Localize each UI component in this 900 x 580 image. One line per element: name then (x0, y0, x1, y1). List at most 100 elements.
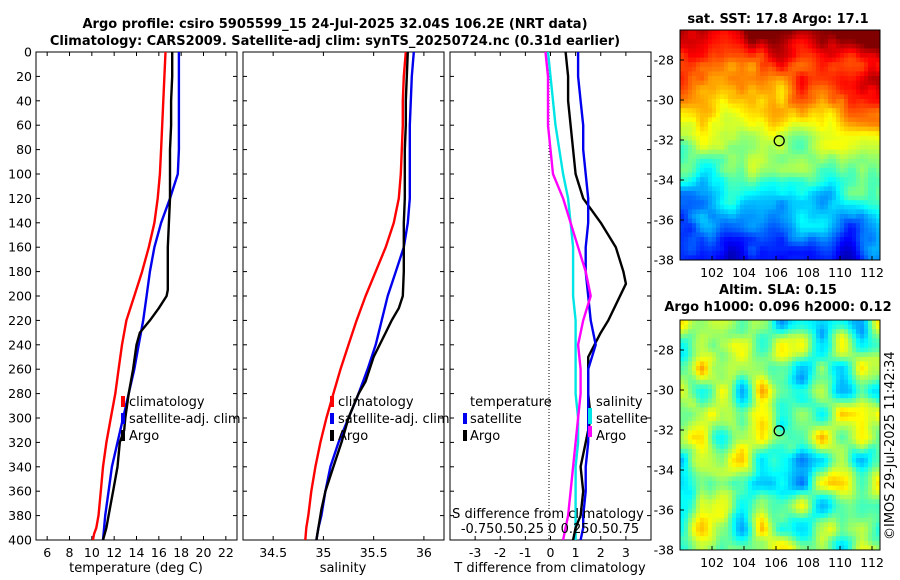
heatmap-cell (816, 94, 821, 100)
heatmap-cell (720, 412, 725, 417)
heatmap-cell (696, 499, 701, 505)
heatmap-cell (700, 103, 705, 109)
heatmap-cell (828, 361, 833, 367)
heatmap-cell (728, 154, 733, 160)
y-tick-label: 400 (8, 533, 32, 548)
sla-map-title-line2: Argo h1000: 0.096 h2000: 0.12 (664, 300, 891, 315)
heatmap-cell (708, 57, 713, 63)
heatmap-cell (704, 343, 709, 348)
heatmap-cell (700, 122, 705, 127)
heatmap-cell (856, 89, 861, 95)
heatmap-cell (728, 117, 733, 123)
heatmap-cell (708, 338, 713, 344)
heatmap-cell (796, 103, 801, 109)
heatmap-cell (716, 338, 721, 344)
heatmap-cell (800, 85, 805, 91)
heatmap-cell (744, 499, 749, 505)
heatmap-cell (768, 485, 773, 491)
heatmap-cell (700, 135, 705, 141)
heatmap-cell (700, 71, 705, 77)
heatmap-cell (732, 421, 737, 427)
heatmap-cell (764, 324, 769, 330)
heatmap-cell (736, 356, 741, 362)
heatmap-cell (812, 361, 817, 367)
heatmap-cell (840, 62, 845, 68)
heatmap-cell (844, 393, 849, 399)
heatmap-cell (716, 430, 721, 436)
heatmap-cell (868, 412, 873, 417)
heatmap-cell (876, 352, 880, 358)
heatmap-cell (836, 352, 841, 358)
heatmap-cell (760, 329, 765, 335)
heatmap-cell (736, 370, 741, 376)
heatmap-cell (684, 458, 689, 463)
heatmap-cell (780, 145, 785, 150)
heatmap-cell (836, 191, 841, 196)
heatmap-cell (688, 53, 693, 58)
heatmap-cell (732, 34, 737, 40)
heatmap-cell (684, 425, 689, 431)
heatmap-cell (728, 76, 733, 81)
heatmap-cell (704, 204, 709, 210)
heatmap-cell (736, 122, 741, 127)
heatmap-cell (860, 375, 865, 381)
heatmap-cell (804, 191, 809, 196)
heatmap-cell (744, 375, 749, 381)
heatmap-cell (716, 250, 721, 256)
heatmap-cell (800, 99, 805, 104)
heatmap-cell (792, 149, 797, 155)
heatmap-cell (744, 186, 749, 192)
heatmap-cell (692, 227, 697, 233)
heatmap-cell (812, 255, 817, 260)
heatmap-cell (796, 343, 801, 348)
heatmap-cell (856, 168, 861, 173)
heatmap-cell (788, 218, 793, 224)
heatmap-cell (776, 476, 781, 482)
heatmap-cell (712, 402, 717, 408)
heatmap-cell (872, 347, 877, 353)
heatmap-cell (744, 352, 749, 358)
heatmap-cell (864, 223, 869, 229)
heatmap-cell (776, 140, 781, 146)
heatmap-cell (820, 89, 825, 95)
heatmap-cell (864, 407, 869, 413)
heatmap-cell (832, 246, 837, 252)
heatmap-cell (748, 149, 753, 155)
heatmap-cell (812, 200, 817, 206)
heatmap-cell (760, 255, 765, 260)
heatmap-cell (848, 232, 853, 238)
x-tick-label: 35.5 (360, 545, 388, 560)
heatmap-cell (864, 135, 869, 141)
heatmap-cell (768, 218, 773, 224)
heatmap-cell (828, 62, 833, 68)
heatmap-cell (816, 430, 821, 436)
heatmap-cell (752, 195, 757, 201)
heatmap-cell (728, 352, 733, 358)
heatmap-cell (780, 117, 785, 123)
heatmap-cell (816, 200, 821, 206)
heatmap-cell (752, 149, 757, 155)
legend-swatch-argo (121, 430, 125, 441)
heatmap-cell (780, 412, 785, 417)
heatmap-cell (764, 366, 769, 371)
heatmap-cell (860, 117, 865, 123)
heatmap-cell (852, 458, 857, 463)
heatmap-cell (716, 490, 721, 496)
heatmap-cell (852, 462, 857, 468)
heatmap-cell (840, 430, 845, 436)
heatmap-cell (812, 163, 817, 169)
heatmap-cell (852, 481, 857, 486)
heatmap-cell (688, 154, 693, 160)
heatmap-cell (836, 149, 841, 155)
x-tick-label: 8 (66, 545, 74, 560)
heatmap-cell (808, 177, 813, 183)
heatmap-cell (848, 53, 853, 58)
heatmap-cell (792, 439, 797, 445)
heatmap-cell (824, 379, 829, 385)
heatmap-cell (792, 154, 797, 160)
heatmap-cell (820, 172, 825, 178)
heatmap-cell (844, 352, 849, 358)
heatmap-cell (768, 80, 773, 86)
heatmap-cell (848, 186, 853, 192)
heatmap-cell (868, 513, 873, 519)
